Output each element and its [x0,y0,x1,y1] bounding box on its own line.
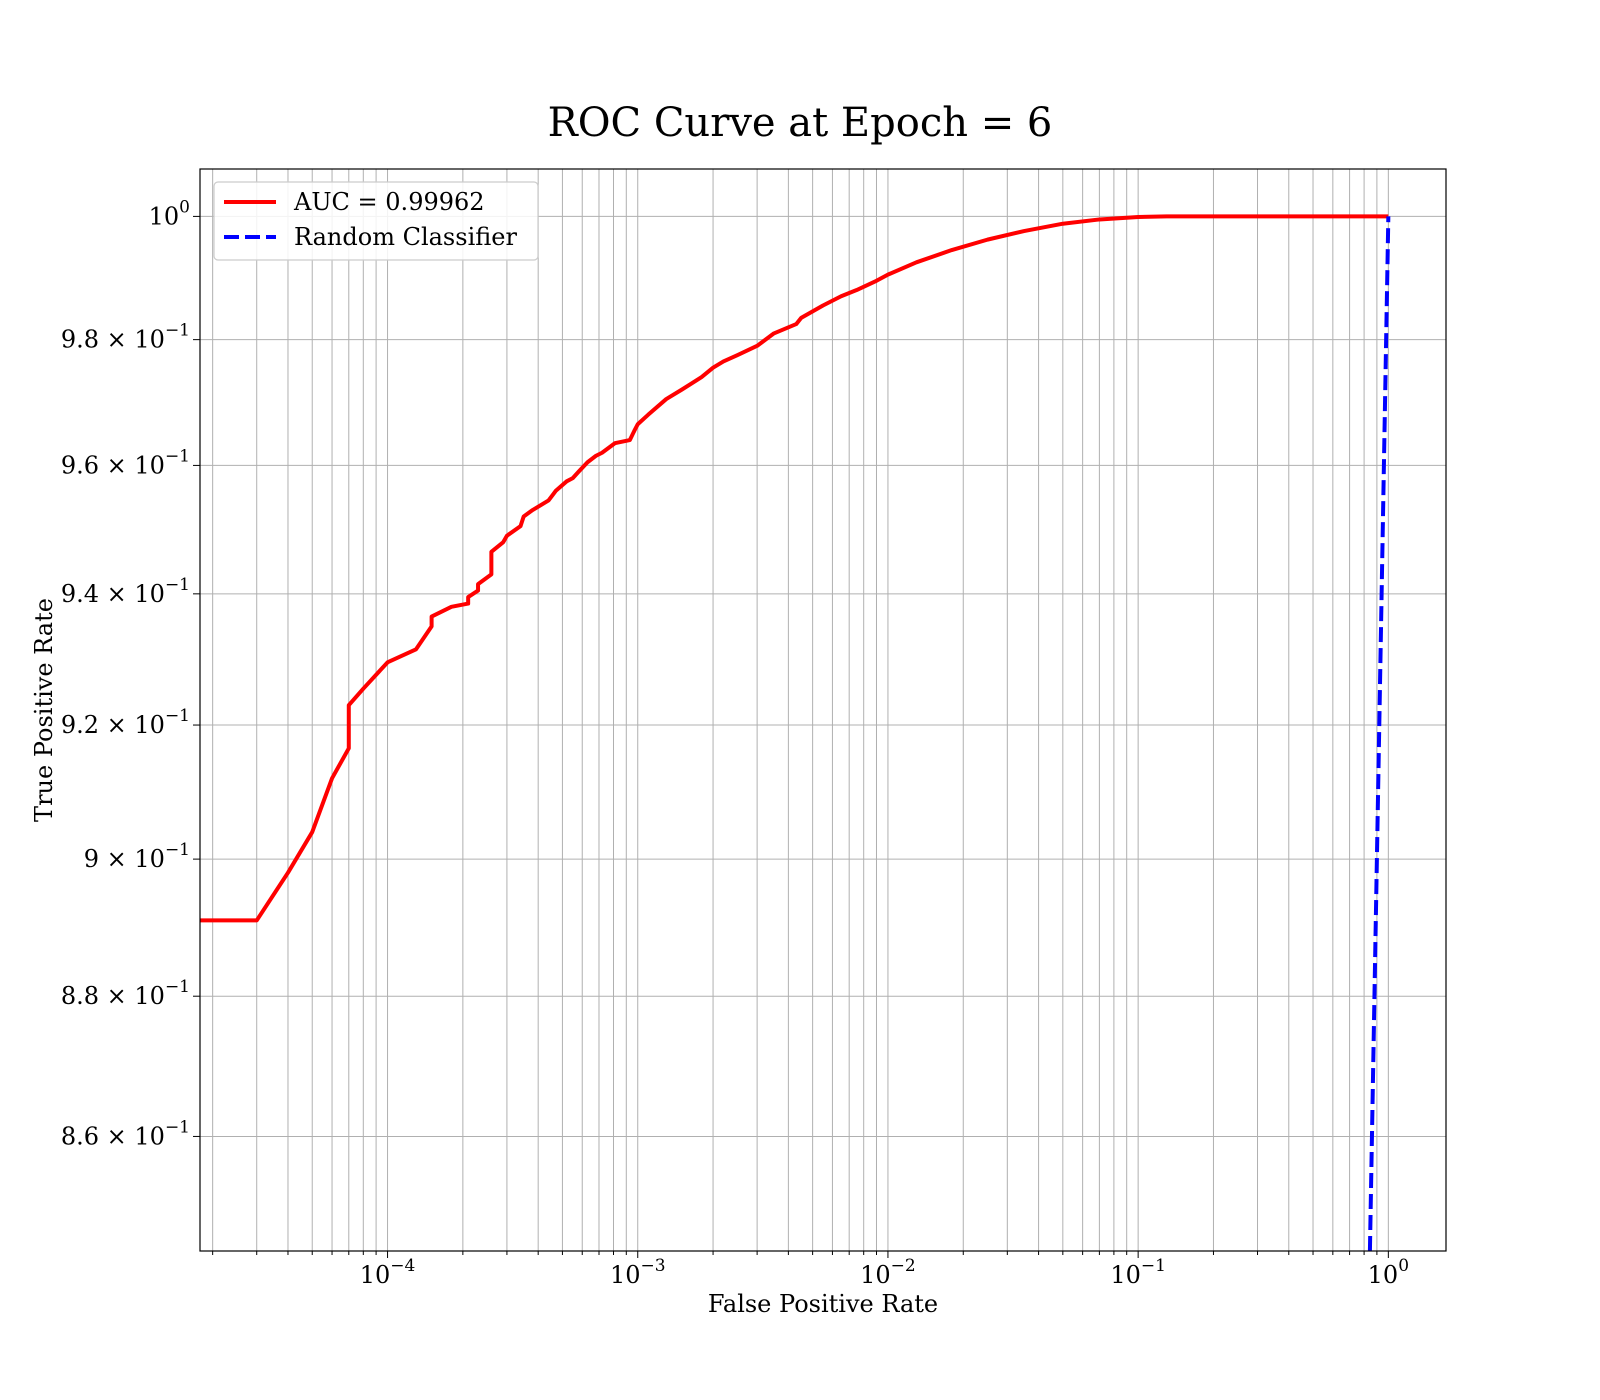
y-ticks: 100 9.8 × 10−1 9.6 × 10−1 9.4 × 10−1 9.2 × 1… [61,197,200,1150]
grid-lines [200,169,1446,1251]
x-tick-label: 10−4 [360,1256,416,1289]
x-axis-label: False Positive Rate [707,1290,939,1318]
random-classifier-line [1367,216,1391,1251]
legend-label: AUC = 0.99962 [293,188,485,216]
series-group [200,214,1391,1251]
x-tick-label: 10−2 [860,1256,916,1289]
x-tick-label: 10−1 [1110,1256,1166,1289]
legend-label: Random Classifier [294,223,517,251]
y-tick-label: 9.8 × 10−1 [61,321,190,354]
y-tick-label: 9.6 × 10−1 [61,446,190,479]
roc-curve-line [200,214,1389,923]
y-axis-label: True Positive Rate [30,598,58,822]
y-tick-label: 8.8 × 10−1 [61,977,190,1010]
y-tick-label: 9.2 × 10−1 [61,706,190,739]
y-tick-label: 100 [149,197,190,230]
x-tick-label: 10−3 [610,1256,666,1289]
axes-frame [199,168,1447,1252]
legend: AUC = 0.99962 Random Classifier [213,181,539,261]
y-tick-label: 9.4 × 10−1 [61,575,190,608]
y-tick-label: 8.6 × 10−1 [61,1117,190,1150]
y-tick-label: 9 × 10−1 [84,840,190,873]
x-ticks: 10−4 10−3 10−2 10−1 100 [212,1251,1409,1289]
chart-title: ROC Curve at Epoch = 6 [547,100,1053,146]
legend-box [213,181,539,261]
x-tick-label: 100 [1368,1256,1409,1289]
